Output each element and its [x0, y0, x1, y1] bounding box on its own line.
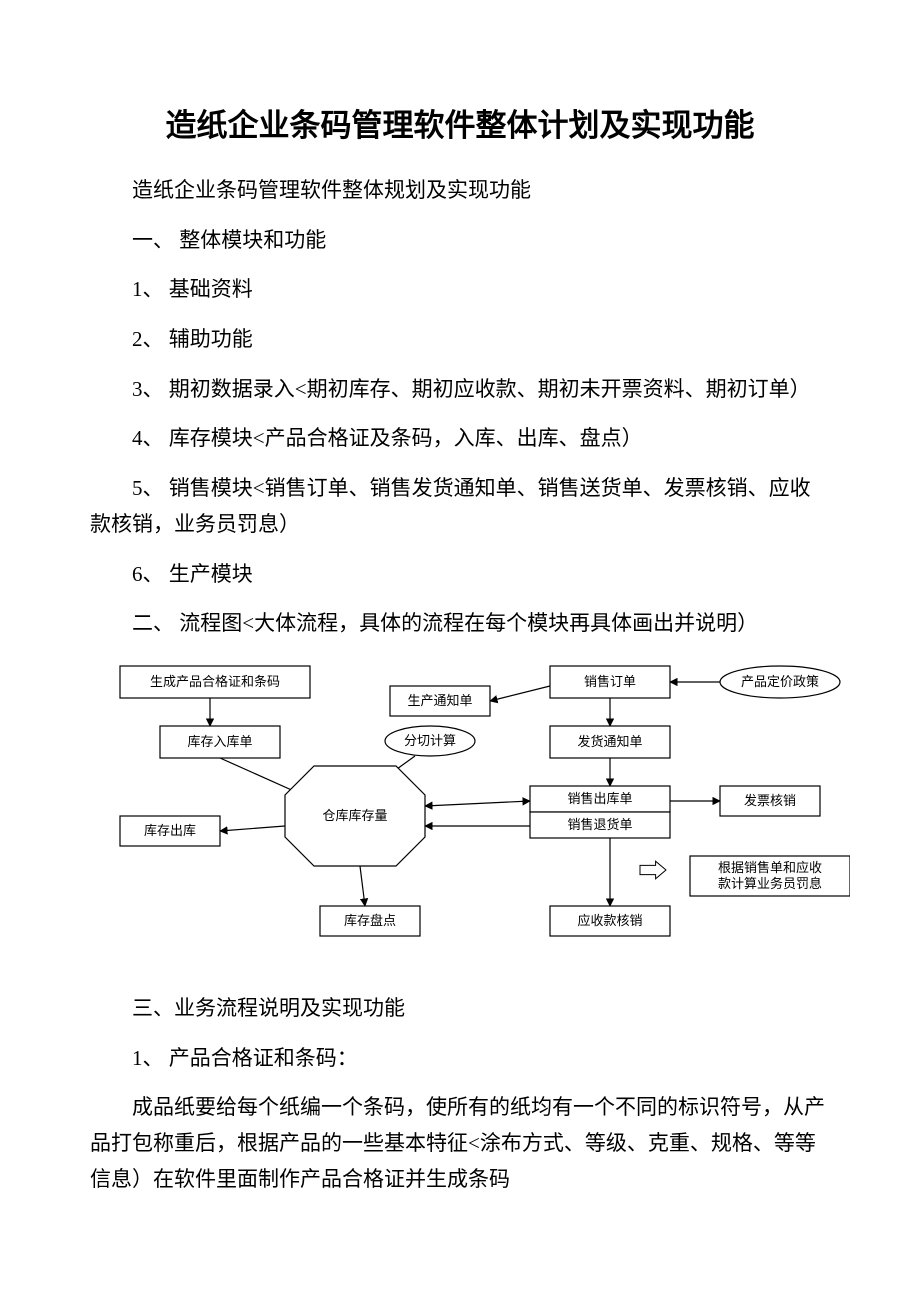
svg-text:库存出库: 库存出库 [144, 823, 196, 838]
node-n3: 分切计算 [385, 726, 475, 756]
flowchart-container: 生成产品合格证和条码库存入库单 分切计算 生产通知单 销售订单 产品定价政策发货通知单仓… [90, 656, 830, 971]
sec1-item-5: 5、 销售模块<销售订单、销售发货通知单、销售送货单、发票核销、应收款核销，业务… [90, 471, 830, 542]
sec3-para-1: 成品纸要给每个纸编一个条码，使所有的纸均有一个不同的标识符号，从产品打包称重后，… [90, 1090, 830, 1197]
sec1-item-2: 2、 辅助功能 [90, 322, 830, 358]
node-n13: 根据销售单和应收款计算业务员罚息 [690, 856, 850, 896]
sec1-heading: 一、 整体模块和功能 [90, 223, 830, 259]
svg-text:生产通知单: 生产通知单 [407, 693, 472, 708]
page-title: 造纸企业条码管理软件整体计划及实现功能 [90, 100, 830, 145]
node-n2: 库存入库单 [160, 726, 280, 758]
node-n5: 销售订单 [550, 666, 670, 698]
node-n7: 发货通知单 [550, 726, 670, 758]
svg-text:应收款核销: 应收款核销 [577, 913, 642, 928]
svg-text:发货通知单: 发货通知单 [577, 734, 642, 749]
sec1-item-4: 4、 库存模块<产品合格证及条码，入库、出库、盘点） [90, 421, 830, 457]
svg-text:库存入库单: 库存入库单 [187, 734, 252, 749]
node-n9: 库存出库 [120, 816, 220, 846]
node-n10: 销售出库单 [530, 786, 670, 812]
svg-text:仓库库存量: 仓库库存量 [322, 808, 387, 823]
svg-text:款计算业务员罚息: 款计算业务员罚息 [718, 876, 822, 891]
node-n14: 应收款核销 [550, 906, 670, 936]
svg-text:分切计算: 分切计算 [404, 733, 456, 748]
svg-text:发票核销: 发票核销 [744, 793, 796, 808]
sec3-heading: 三、业务流程说明及实现功能 [90, 991, 830, 1027]
svg-text:销售出库单: 销售出库单 [567, 791, 632, 806]
node-n15: 库存盘点 [320, 906, 420, 936]
sec1-item-3: 3、 期初数据录入<期初库存、期初应收款、期初未开票资料、期初订单） [90, 372, 830, 408]
subtitle: 造纸企业条码管理软件整体规划及实现功能 [90, 173, 830, 209]
node-n8: 仓库库存量 [285, 766, 425, 866]
node-n12: 发票核销 [720, 786, 820, 816]
svg-text:销售订单: 销售订单 [584, 674, 636, 689]
node-n11: 销售退货单 [530, 812, 670, 838]
sec1-item-1: 1、 基础资料 [90, 272, 830, 308]
svg-text:根据销售单和应收: 根据销售单和应收 [718, 860, 822, 875]
sec2-heading: 二、 流程图<大体流程，具体的流程在每个模块再具体画出并说明） [90, 606, 830, 642]
node-n1: 生成产品合格证和条码 [120, 666, 310, 698]
svg-text:产品定价政策: 产品定价政策 [741, 674, 819, 689]
flowchart-svg: 生成产品合格证和条码库存入库单 分切计算 生产通知单 销售订单 产品定价政策发货通知单仓… [90, 656, 850, 966]
node-n4: 生产通知单 [390, 686, 490, 716]
svg-text:生成产品合格证和条码: 生成产品合格证和条码 [150, 674, 280, 689]
svg-text:库存盘点: 库存盘点 [344, 913, 396, 928]
svg-text:销售退货单: 销售退货单 [567, 817, 632, 832]
node-n6: 产品定价政策 [720, 666, 840, 698]
sec3-item-1: 1、 产品合格证和条码： [90, 1041, 830, 1077]
sec1-item-6: 6、 生产模块 [90, 557, 830, 593]
